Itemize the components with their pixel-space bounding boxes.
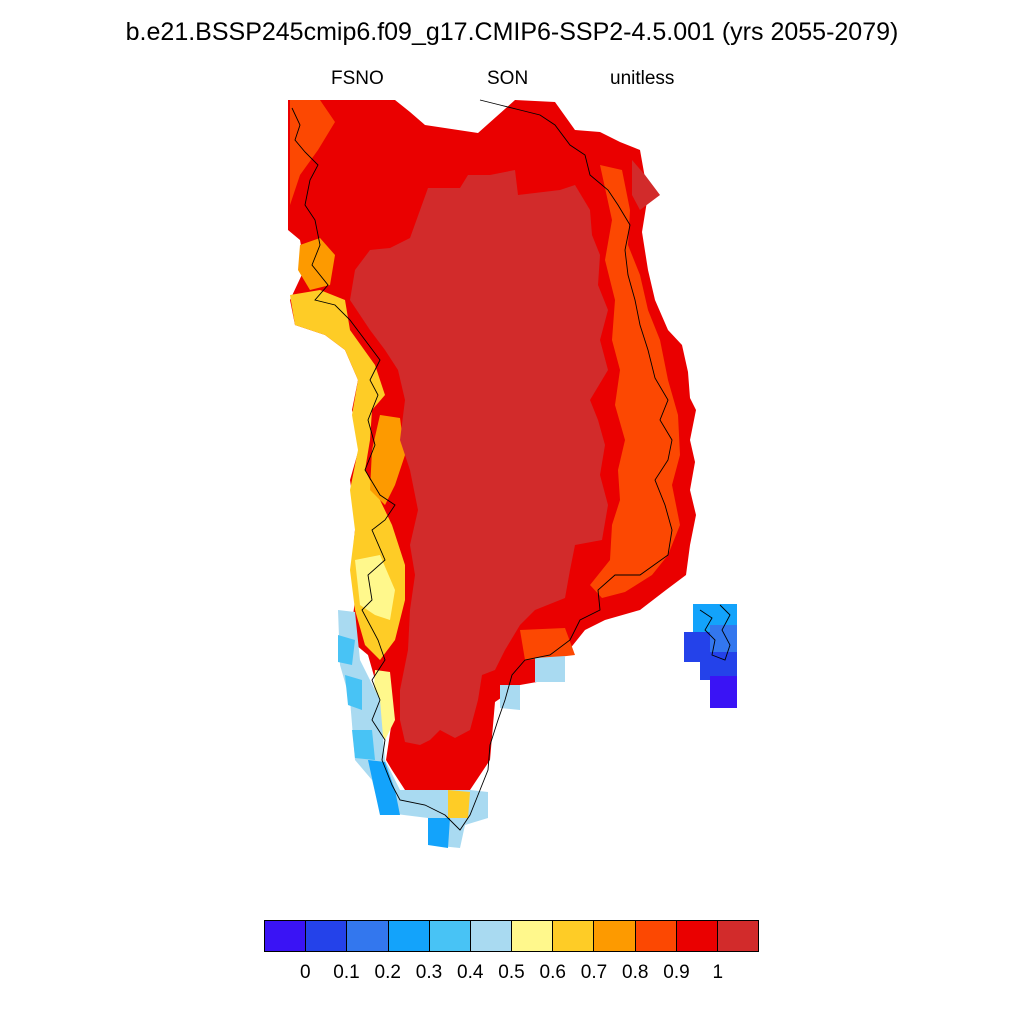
- map-region-interior: [350, 170, 608, 745]
- map-region-west-coast-orange: [298, 238, 335, 290]
- map-region-southeast-light: [500, 656, 565, 710]
- map-region-northwest-band: [290, 100, 335, 205]
- colorbar-swatch: [594, 921, 636, 951]
- colorbar-swatch: [717, 921, 759, 951]
- colorbar-tick-label: 0.7: [580, 962, 608, 983]
- iceland-fragment: [684, 604, 737, 708]
- map-title: b.e21.BSSP245cmip6.f09_g17.CMIP6-SSP2-4.…: [125, 18, 899, 46]
- colorbar-swatch: [347, 921, 389, 951]
- units-label: unitless: [610, 68, 675, 89]
- coastline-iceland: [699, 604, 731, 661]
- colorbar-tick-label: 0.1: [333, 962, 360, 983]
- colorbar-swatch: [388, 921, 430, 951]
- colorbar-ticks: 0 0.1 0.2 0.3 0.4 0.5 0.6 0.7 0.8 0.9 1: [264, 962, 759, 986]
- colorbar-tick-label: 0.9: [663, 962, 690, 983]
- colorbar-tick-label: 0.4: [457, 962, 484, 983]
- season-label: SON: [487, 68, 529, 89]
- colorbar-tick-label: 0: [299, 962, 311, 983]
- map-region-east-band: [590, 165, 680, 598]
- variable-label: FSNO: [331, 68, 384, 89]
- map-region-southeast-band: [520, 628, 575, 660]
- colorbar-tick-label: 0.8: [622, 962, 649, 983]
- map-region-south-tip-yellow: [448, 790, 470, 818]
- map-region-west-coast-orange-2: [370, 415, 405, 505]
- colorbar-swatch: [429, 921, 471, 951]
- colorbar-swatch: [553, 921, 595, 951]
- map-region-south-tip-blue: [368, 760, 450, 848]
- colorbar-tick-label: 0.6: [539, 962, 566, 983]
- map-region-south-tip-cyan: [338, 635, 375, 760]
- colorbar-tick-label: 1: [712, 962, 724, 983]
- colorbar-swatch: [635, 921, 677, 951]
- coastline: [291, 99, 673, 831]
- colorbar-tick-label: 0.2: [374, 962, 401, 983]
- colorbar-tick-label: 0.5: [498, 962, 525, 983]
- colorbar-swatch: [470, 921, 513, 951]
- colorbar: [264, 920, 759, 952]
- colorbar-swatch: [265, 921, 307, 951]
- colorbar-swatch: [676, 921, 718, 951]
- map-region-southwest-pale: [355, 555, 395, 620]
- map-region-northeast-interior: [632, 160, 660, 210]
- colorbar-swatch: [306, 921, 348, 951]
- colorbar-swatch: [512, 921, 554, 951]
- colorbar-tick-label: 0.3: [415, 962, 443, 983]
